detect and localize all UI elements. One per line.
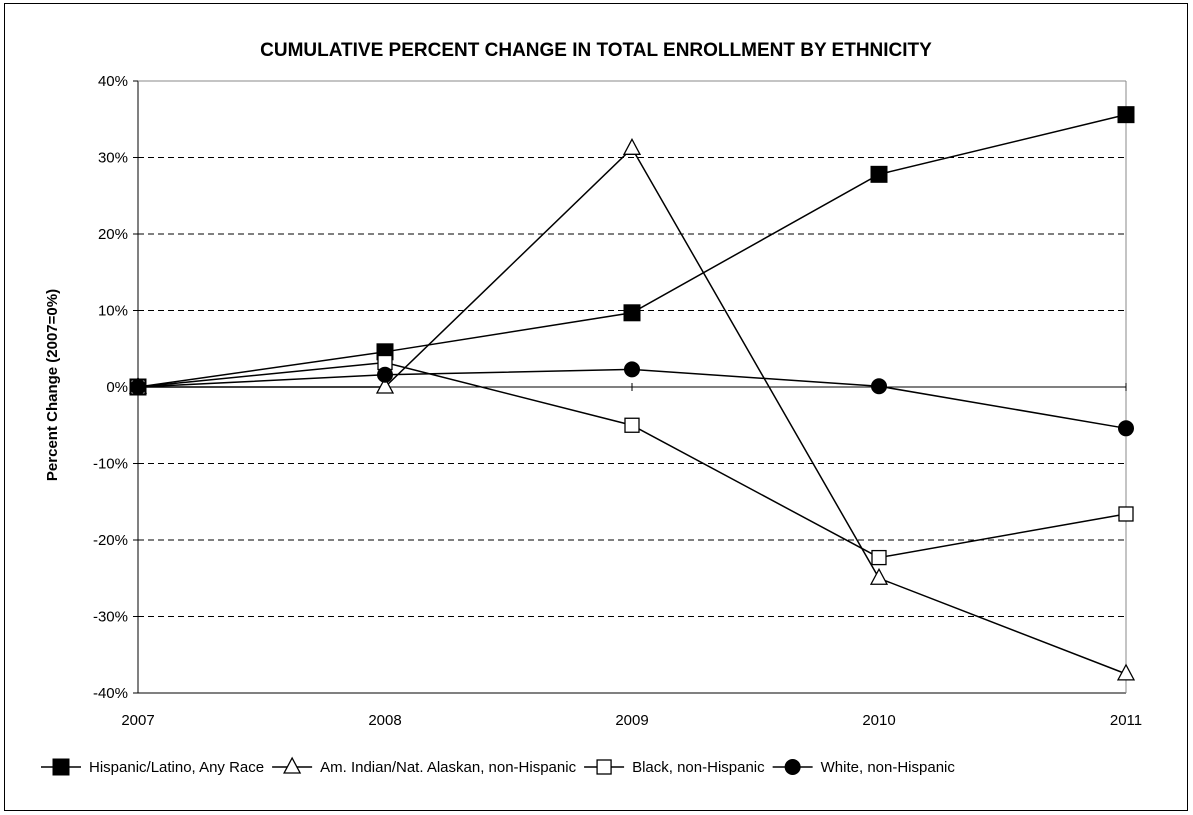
data-point [1117,106,1135,124]
data-point [375,376,395,394]
legend-marker [283,756,302,774]
data-point [870,165,888,183]
legend: Hispanic/Latino, Any Race Am. Indian/Nat.… [41,756,956,776]
y-tick-label: 40% [98,73,128,90]
y-tick-label: -10% [93,456,128,473]
x-tick-label: 2009 [615,712,648,729]
legend-item-0: Hispanic/Latino, Any Race [41,758,264,776]
series-layer [128,106,1136,681]
x-tick-label: 2008 [368,712,401,729]
x-tick-label: 2010 [862,712,895,729]
series-3 [130,361,1134,437]
gridlines [138,157,1126,617]
legend-label: Hispanic/Latino, Any Race [89,759,264,776]
y-tick-label: 10% [98,303,128,320]
data-point [869,567,889,585]
series-1 [128,137,1136,681]
y-tick-label: 0% [106,379,128,396]
data-point [624,417,640,433]
line-chart: CUMULATIVE PERCENT CHANGE IN TOTAL ENROL… [41,40,1142,776]
x-tick-label: 2011 [1110,712,1142,729]
legend-label: Black, non-Hispanic [632,759,765,776]
data-point [622,137,642,155]
data-point [1116,663,1136,681]
y-axis-label: Percent Change (2007=0%) [44,289,61,481]
legend-marker [52,758,70,776]
legend-item-2: Black, non-Hispanic [584,759,765,776]
y-tick-label: -40% [93,685,128,702]
data-point [1118,506,1134,522]
y-tick-labels: -40% -30% -20% -10% 0% 10% 20% 30% 40% [93,73,128,702]
legend-item-1: Am. Indian/Nat. Alaskan, non-Hispanic [272,756,577,776]
series-line [138,147,1127,675]
legend-label: White, non-Hispanic [821,759,956,776]
legend-marker [784,759,801,775]
legend-marker [596,759,612,775]
x-tick-labels: 2007 2008 2009 2010 2011 [121,712,1142,729]
y-tick-label: 30% [98,150,128,167]
x-tick-label: 2007 [121,712,154,729]
data-point [624,361,640,378]
data-point [623,304,641,322]
chart-title: CUMULATIVE PERCENT CHANGE IN TOTAL ENROL… [260,40,932,61]
y-tick-label: 20% [98,226,128,243]
data-point [130,379,146,395]
legend-item-3: White, non-Hispanic [772,759,956,776]
data-point [377,366,393,383]
y-tick-label: -20% [93,532,128,549]
data-point [1118,420,1134,437]
legend-label: Am. Indian/Nat. Alaskan, non-Hispanic [320,759,576,776]
chart-frame: CUMULATIVE PERCENT CHANGE IN TOTAL ENROL… [4,3,1188,811]
series-line [137,361,1127,559]
y-tick-label: -30% [93,609,128,626]
data-point [871,378,887,395]
series-line [137,113,1127,388]
data-point [871,549,887,566]
